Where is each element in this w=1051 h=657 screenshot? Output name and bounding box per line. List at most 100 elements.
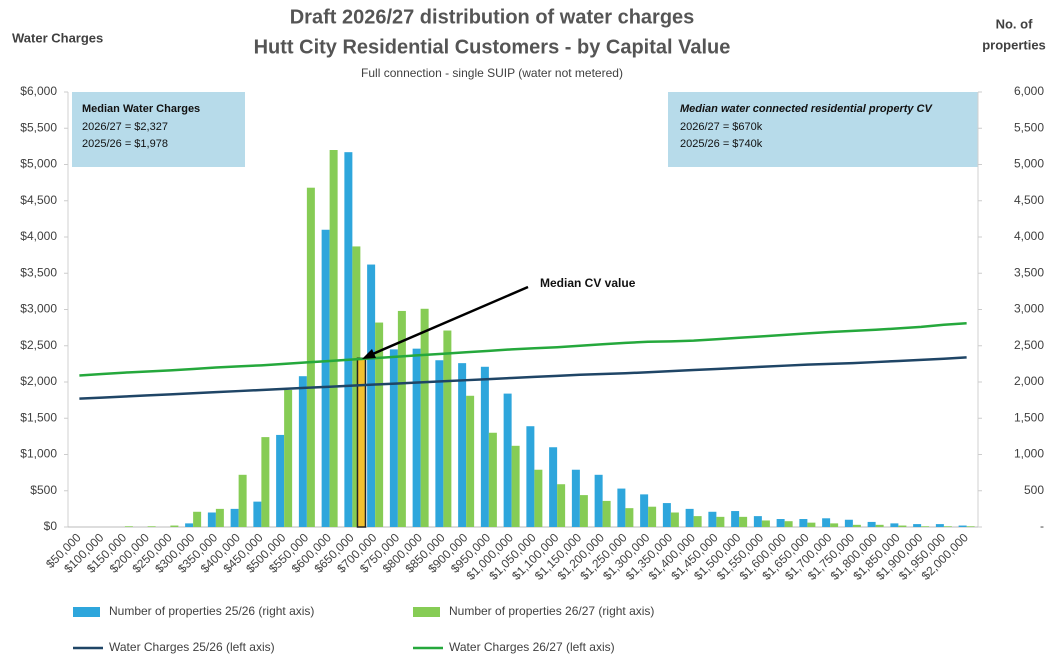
bar xyxy=(261,437,270,527)
bar xyxy=(549,447,558,527)
y2-tick-label: 5,500 xyxy=(1014,120,1044,134)
bar xyxy=(685,508,694,527)
arrow-head xyxy=(362,349,376,359)
bar xyxy=(739,516,748,527)
line xyxy=(79,322,967,377)
bar xyxy=(298,376,307,527)
info-line: 2025/26 = $1,978 xyxy=(82,138,168,150)
bar xyxy=(215,508,224,527)
bar xyxy=(306,187,315,527)
bar xyxy=(170,525,179,527)
y2-tick-label: 4,500 xyxy=(1014,193,1044,207)
bar xyxy=(958,525,967,527)
bar xyxy=(375,322,384,527)
y2-tick-label: 1,500 xyxy=(1014,410,1044,424)
info-title: Median Water Charges xyxy=(82,103,200,115)
legend-label: Water Charges 25/26 (left axis) xyxy=(109,640,275,654)
bar xyxy=(966,526,975,527)
info-line: 2026/27 = $2,327 xyxy=(82,121,168,133)
bar xyxy=(761,520,770,527)
bar xyxy=(344,152,353,528)
y-tick-label: $4,000 xyxy=(20,229,57,243)
chart-subtitle: Full connection - single SUIP (water not… xyxy=(361,66,623,80)
y2-tick-label: 2,000 xyxy=(1014,374,1044,388)
bar xyxy=(207,512,216,527)
bar xyxy=(625,508,634,527)
bar xyxy=(784,521,793,527)
bar xyxy=(867,521,876,527)
legend-label: Number of properties 26/27 (right axis) xyxy=(449,604,654,618)
bar xyxy=(648,506,657,527)
y2-tick-label: 1,000 xyxy=(1014,447,1044,461)
bar xyxy=(435,360,444,527)
y2-tick-label: 4,000 xyxy=(1014,229,1044,243)
y-tick-label: $3,000 xyxy=(20,302,57,316)
bar xyxy=(466,395,475,527)
info-line: 2025/26 = $740k xyxy=(680,138,763,150)
y-tick-label: $5,000 xyxy=(20,157,57,171)
bar xyxy=(807,522,816,527)
bar xyxy=(898,525,907,527)
bar xyxy=(602,500,611,527)
bar xyxy=(594,474,603,527)
bar xyxy=(238,474,247,527)
y-tick-label: $5,500 xyxy=(20,120,57,134)
info-title: Median water connected residential prope… xyxy=(680,103,934,115)
bar xyxy=(716,516,725,527)
bar xyxy=(776,519,785,527)
info-box xyxy=(668,92,978,167)
y2-tick-label: - xyxy=(1040,519,1044,533)
bar xyxy=(511,445,520,527)
bar xyxy=(412,348,421,527)
bar xyxy=(124,526,133,527)
bar xyxy=(488,432,497,527)
bar xyxy=(397,310,406,527)
bar xyxy=(913,524,922,527)
info-box xyxy=(72,92,245,167)
bar xyxy=(480,366,489,527)
y2-tick-label: 2,500 xyxy=(1014,338,1044,352)
y-tick-label: $2,000 xyxy=(20,374,57,388)
bar xyxy=(534,469,543,527)
bar xyxy=(890,523,899,527)
bar xyxy=(329,150,338,527)
y2-tick-label: 6,000 xyxy=(1014,84,1044,98)
y-tick-label: $500 xyxy=(30,483,57,497)
bar xyxy=(935,524,944,527)
bar xyxy=(571,469,580,527)
legend-swatch xyxy=(73,607,100,617)
bar xyxy=(844,519,853,527)
line xyxy=(79,356,967,400)
y2-axis-label: No. of xyxy=(996,16,1033,31)
bar xyxy=(852,524,861,527)
bar xyxy=(670,512,679,527)
bar xyxy=(662,503,671,527)
y-tick-label: $0 xyxy=(44,519,58,533)
chart-title: Hutt City Residential Customers - by Cap… xyxy=(254,36,731,58)
bar xyxy=(367,264,376,527)
bar xyxy=(321,229,330,527)
bar xyxy=(753,516,762,527)
y-tick-label: $1,500 xyxy=(20,410,57,424)
bar xyxy=(708,511,717,527)
bar xyxy=(352,246,361,528)
bar xyxy=(579,495,588,527)
bar xyxy=(147,526,156,527)
bar xyxy=(921,526,930,527)
bar xyxy=(185,523,194,527)
bar xyxy=(640,494,649,527)
bar xyxy=(276,434,285,527)
bar xyxy=(830,523,839,527)
y-axis-label: Water Charges xyxy=(12,30,103,45)
info-line: 2026/27 = $670k xyxy=(680,121,763,133)
legend-label: Water Charges 26/27 (left axis) xyxy=(449,640,615,654)
bar xyxy=(617,488,626,527)
bar xyxy=(443,330,452,527)
bar xyxy=(193,511,202,527)
bar xyxy=(503,393,512,527)
bar xyxy=(230,508,239,527)
bar xyxy=(822,518,831,527)
bar xyxy=(458,363,467,527)
y2-tick-label: 3,000 xyxy=(1014,302,1044,316)
